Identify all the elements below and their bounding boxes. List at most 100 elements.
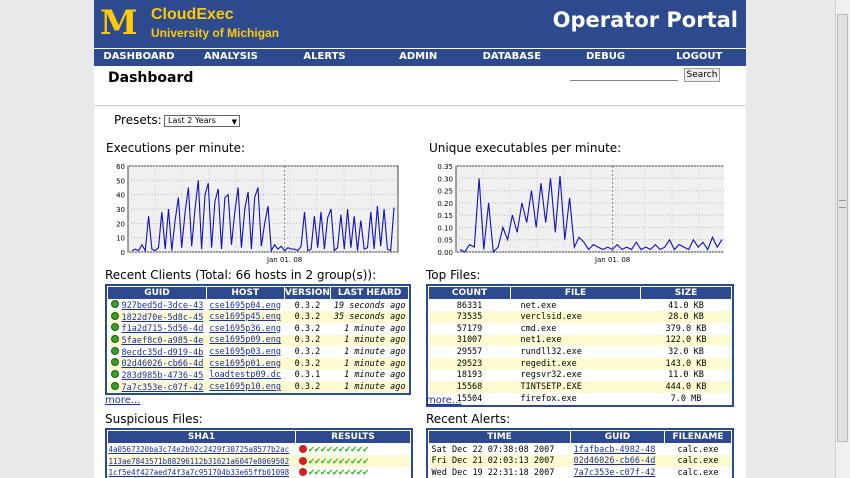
col-guid[interactable]: GUID: [107, 286, 207, 300]
status-dot-icon: [110, 323, 119, 332]
client-host-link[interactable]: cse1695p45.eng: [209, 312, 282, 323]
col-time[interactable]: TIME: [428, 430, 571, 444]
executions-chart-title: Executions per minute:: [106, 141, 246, 155]
client-guid-link[interactable]: 1822d70e-5d8c-45: [121, 312, 204, 323]
client-guid-link[interactable]: 283d985b-4736-45: [121, 370, 204, 381]
sha1-link[interactable]: 4a0567320ba3c74e2b92c2429f30725a8577b2ac: [108, 445, 290, 455]
nav-logout[interactable]: LOGOUT: [676, 51, 723, 62]
table-row: 29557 rundll32.exe 32.0 KB: [429, 346, 732, 358]
col-sha1[interactable]: SHA1: [107, 430, 296, 444]
nav-alerts[interactable]: ALERTS: [303, 51, 346, 62]
y-tick-label: 0.25: [437, 188, 453, 196]
table-row: Sat Dec 22 07:38:08 2007 1fafbacb-4982-48…: [429, 444, 732, 456]
col-size[interactable]: SIZE: [640, 286, 732, 300]
table-row: 5faef8c0-a985-4e cse1695p09.eng 0.3.2 1 min…: [107, 334, 409, 347]
client-last-heard: 1 minute ago: [344, 370, 406, 381]
nav-database[interactable]: DATABASE: [482, 51, 542, 62]
alert-time: Sat Dec 22 07:38:08 2007: [431, 444, 555, 455]
recent-alerts-table: TIME GUID FILENAME Sat Dec 22 07:38:08 2…: [426, 428, 734, 478]
client-last-heard: 1 minute ago: [330, 357, 409, 370]
nav-admin[interactable]: ADMIN: [399, 51, 438, 62]
client-host-link[interactable]: cse1695p36.eng: [209, 323, 282, 334]
file-name: TINTSETP.EXE: [510, 381, 641, 393]
col-results[interactable]: RESULTS: [295, 430, 411, 444]
client-host-link[interactable]: cse1695p03.eng: [209, 347, 282, 358]
client-host-link[interactable]: cse1695p01.eng: [209, 358, 282, 369]
nav-dashboard[interactable]: DASHBOARD: [103, 51, 175, 62]
nav-debug[interactable]: DEBUG: [585, 51, 626, 62]
x-tick-label: Jan 01. 08: [266, 256, 302, 264]
y-tick-label: 30: [116, 206, 125, 214]
status-dot-icon: [110, 346, 119, 355]
client-guid-link[interactable]: 02d46026-cb66-4d: [121, 359, 204, 370]
alert-guid-link[interactable]: 02d46026-cb66-4d: [573, 456, 656, 467]
client-host-link[interactable]: cse1695p09.eng: [209, 335, 282, 346]
file-count: 15504: [456, 393, 483, 404]
client-version: 0.3.2: [284, 381, 331, 393]
file-count: 31007: [428, 334, 511, 347]
client-version: 0.3.2: [284, 334, 331, 347]
file-count: 29523: [428, 357, 511, 370]
client-guid-link[interactable]: 8ecdc35d-d919-4b: [121, 347, 204, 358]
col-host[interactable]: HOST: [205, 286, 285, 300]
col-count[interactable]: COUNT: [428, 286, 511, 300]
client-version: 0.3.2: [284, 357, 331, 370]
sha1-link[interactable]: 1cf5e4f427aed74f3a7c951704b33e65ffb01098: [108, 468, 290, 478]
scrollbar-thumb[interactable]: [837, 14, 848, 442]
check-icon: ✔: [332, 444, 339, 456]
table-row: 1cf5e4f427aed74f3a7c951704b33e65ffb01098…: [108, 467, 411, 478]
clients-more-link[interactable]: more...: [105, 395, 141, 406]
col-filename[interactable]: FILENAME: [664, 430, 732, 444]
presets-selected-value: Last 2 Years: [168, 116, 216, 125]
series-line: [459, 175, 723, 254]
chevron-down-icon: ▼: [231, 118, 237, 126]
file-count: 29557: [456, 347, 483, 358]
client-guid-link[interactable]: 5faef8c0-a985-4e: [121, 335, 204, 346]
table-row: 15568 TINTSETP.EXE 444.0 KB: [428, 381, 732, 393]
presets-select[interactable]: Last 2 Years ▼: [164, 115, 240, 127]
file-count: 73535: [428, 311, 511, 323]
check-icon: ✔: [320, 467, 327, 478]
file-size: 143.0 KB: [640, 357, 732, 370]
sha1-link[interactable]: 113ae7843571b88296112b31621a6047e8069502: [108, 456, 290, 466]
alert-guid-link[interactable]: 7a7c353e-c07f-42: [573, 467, 656, 478]
alert-guid-link[interactable]: 1fafbacb-4982-48: [573, 444, 656, 455]
check-icon: ✔: [308, 444, 315, 456]
client-guid-link[interactable]: 927bed5d-3dce-43: [121, 301, 204, 312]
file-size: 379.0 KB: [665, 323, 707, 334]
university-name: University of Michigan: [151, 26, 280, 40]
table-row: Wed Dec 19 22:31:18 2007 7a7c353e-c07f-42…: [429, 467, 732, 478]
top-files-more-link[interactable]: more...: [426, 395, 462, 406]
col-file[interactable]: FILE: [510, 286, 641, 300]
client-host-link[interactable]: cse1695p10.eng: [209, 382, 282, 393]
alert-icon: [298, 445, 307, 454]
nav-analysis[interactable]: ANALYSIS: [203, 51, 258, 62]
client-guid-link[interactable]: 7a7c353e-c07f-42: [121, 382, 204, 393]
university-logo: M: [100, 3, 138, 43]
search-input[interactable]: [570, 69, 678, 81]
y-tick-label: 0.05: [437, 237, 453, 245]
table-row: 283d985b-4736-45 loadtestp09.dc 0.3.1 1 min…: [108, 369, 409, 382]
y-tick-label: 0.35: [437, 163, 453, 171]
client-guid-link[interactable]: f1a2d715-5d56-4d: [121, 324, 204, 335]
search-button[interactable]: Search: [684, 68, 720, 82]
table-row: 31007 net1.exe 122.0 KB: [428, 334, 732, 347]
client-host-link[interactable]: loadtestp09.dc: [209, 370, 282, 381]
file-count: 15568: [428, 381, 511, 393]
divider: [94, 105, 746, 106]
scrollbar-grip: [839, 200, 846, 208]
check-icon: ✔: [308, 467, 315, 478]
y-tick-label: 0.10: [437, 224, 453, 232]
file-size: 28.0 KB: [640, 311, 732, 323]
check-icon: ✔: [356, 455, 363, 467]
recent-clients-title: Recent Clients (Total: 66 hosts in 2 gro…: [105, 268, 377, 282]
client-host-link[interactable]: cse1695p04.eng: [209, 300, 282, 311]
col-alert-guid[interactable]: GUID: [570, 430, 665, 444]
col-last-heard[interactable]: LAST HEARD: [330, 286, 409, 300]
executions-chart: 60 50 40 30 20 10 0 Jan 01. 08: [116, 163, 399, 264]
alert-icon: [298, 468, 307, 477]
table-row: 7a7c353e-c07f-42 cse1695p10.eng 0.3.2 1 min…: [107, 381, 409, 393]
check-icon: ✔: [326, 455, 333, 467]
y-tick-label: 10: [116, 235, 125, 243]
col-version[interactable]: VERSION: [283, 286, 332, 300]
